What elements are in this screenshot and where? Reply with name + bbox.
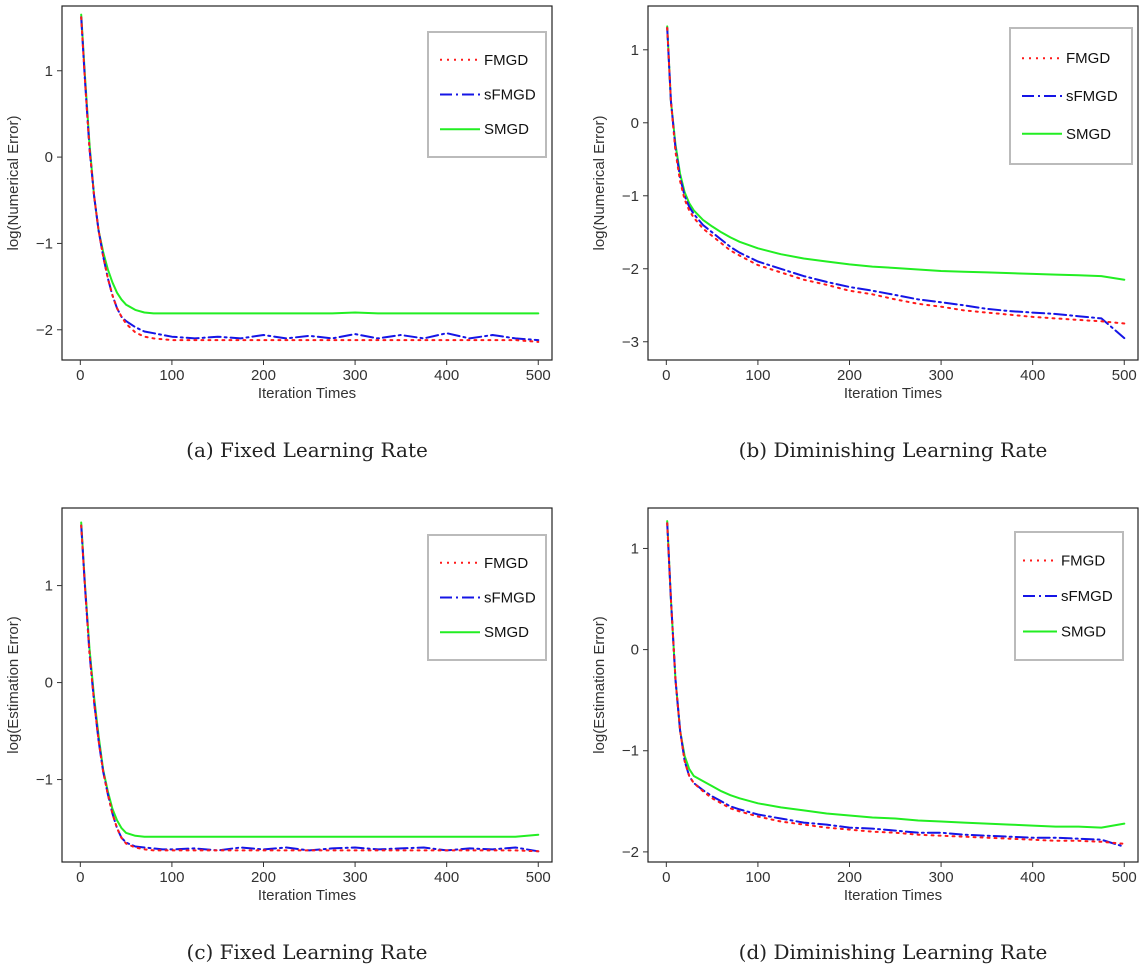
legend-label: sFMGD: [1066, 88, 1118, 105]
series-line-fmgd: [666, 26, 1126, 325]
x-axis-label: Iteration Times: [844, 385, 942, 402]
legend: FMGD sFMGD SMGD: [427, 31, 547, 158]
y-tick-label: −1: [36, 235, 53, 252]
series-line-smgd: [666, 520, 1126, 829]
x-tick-label: 100: [159, 869, 184, 886]
series-line-fmgd: [666, 522, 1126, 845]
legend-label: FMGD: [484, 555, 528, 572]
legend-label: SMGD: [484, 121, 529, 138]
y-tick-label: −2: [622, 844, 639, 861]
legend-label: sFMGD: [484, 590, 536, 607]
y-tick-label: −3: [622, 334, 639, 351]
x-tick-label: 400: [1020, 869, 1045, 886]
x-tick-label: 400: [1020, 367, 1045, 384]
legend: FMGD sFMGD SMGD: [1014, 531, 1124, 661]
subfigure-caption: (a) Fixed Learning Rate: [186, 438, 428, 462]
subfigure-caption: (d) Diminishing Learning Rate: [739, 940, 1048, 964]
x-tick-label: 500: [1112, 367, 1137, 384]
legend-label: FMGD: [484, 52, 528, 69]
x-axis-label: Iteration Times: [844, 887, 942, 904]
legend: FMGD sFMGD SMGD: [427, 534, 547, 661]
x-tick-label: 500: [526, 869, 551, 886]
x-tick-label: 0: [662, 367, 670, 384]
legend-label: SMGD: [1061, 624, 1106, 641]
y-tick-label: 1: [631, 42, 639, 59]
x-tick-label: 0: [76, 869, 84, 886]
legend-label: sFMGD: [1061, 588, 1113, 605]
x-axis-label: Iteration Times: [258, 385, 356, 402]
x-tick-label: 100: [745, 869, 770, 886]
y-tick-label: 0: [45, 675, 53, 692]
x-tick-label: 300: [343, 869, 368, 886]
y-tick-label: −2: [36, 322, 53, 339]
x-tick-label: 500: [1112, 869, 1137, 886]
x-tick-label: 500: [526, 367, 551, 384]
y-axis-label: log(Estimation Error): [591, 616, 608, 754]
x-tick-label: 300: [929, 869, 954, 886]
chart-panel-3: 0 100 200 300 400 500 −1 0 1 Iteration Times log(E…: [5, 507, 553, 964]
y-tick-label: −1: [622, 188, 639, 205]
x-tick-label: 400: [434, 869, 459, 886]
legend-label: FMGD: [1066, 50, 1110, 67]
y-tick-label: −1: [622, 743, 639, 760]
series-line-smgd: [80, 13, 540, 315]
x-tick-label: 200: [837, 367, 862, 384]
series-line-smgd: [666, 25, 1126, 281]
x-tick-label: 100: [159, 367, 184, 384]
y-axis-label: log(Numerical Error): [5, 115, 22, 250]
y-axis-label: log(Estimation Error): [5, 616, 22, 754]
y-tick-label: 0: [631, 115, 639, 132]
x-tick-label: 200: [251, 367, 276, 384]
x-axis-label: Iteration Times: [258, 887, 356, 904]
x-tick-label: 300: [343, 367, 368, 384]
y-axis-label: log(Numerical Error): [591, 115, 608, 250]
x-tick-label: 100: [745, 367, 770, 384]
x-tick-label: 200: [251, 869, 276, 886]
series-line-sfmgd: [666, 522, 1126, 848]
y-tick-label: −2: [622, 261, 639, 278]
y-tick-label: 0: [45, 149, 53, 166]
y-tick-label: 0: [631, 642, 639, 659]
subfigure-caption: (c) Fixed Learning Rate: [187, 940, 428, 964]
legend: FMGD sFMGD SMGD: [1009, 27, 1133, 165]
x-tick-label: 300: [929, 367, 954, 384]
y-tick-label: −1: [36, 772, 53, 789]
y-tick-label: 1: [631, 540, 639, 557]
legend-label: FMGD: [1061, 552, 1105, 569]
chart-panel-1: 0 100 200 300 400 500 −2 −1 0 1 Iteration Times log…: [5, 5, 553, 462]
subfigure-caption: (b) Diminishing Learning Rate: [739, 438, 1048, 462]
y-tick-label: 1: [45, 578, 53, 595]
legend-label: SMGD: [1066, 126, 1111, 143]
x-tick-label: 0: [662, 869, 670, 886]
y-tick-label: 1: [45, 63, 53, 80]
chart-panel-2: 0 100 200 300 400 500 −3 −2 −1 0 1 Iteration Times l…: [591, 5, 1139, 462]
x-tick-label: 0: [76, 367, 84, 384]
x-tick-label: 200: [837, 869, 862, 886]
series-line-fmgd: [80, 524, 540, 853]
legend-label: SMGD: [484, 624, 529, 641]
x-tick-label: 400: [434, 367, 459, 384]
series-line-sfmgd: [666, 26, 1126, 340]
series-line-fmgd: [80, 16, 540, 343]
chart-panel-4: 0 100 200 300 400 500 −2 −1 0 1 Iteration Times log…: [591, 507, 1139, 964]
legend-label: sFMGD: [484, 87, 536, 104]
